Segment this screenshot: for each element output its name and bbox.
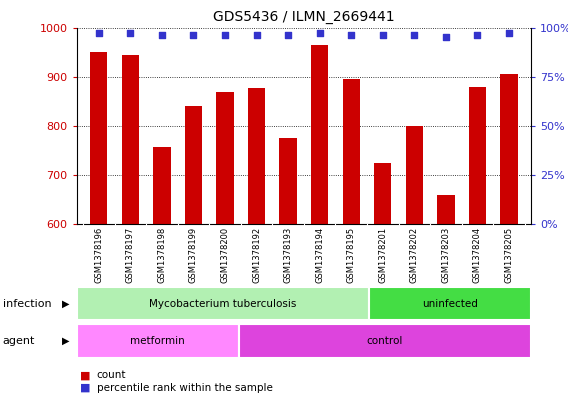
Text: ▶: ▶: [61, 299, 69, 309]
Title: GDS5436 / ILMN_2669441: GDS5436 / ILMN_2669441: [213, 10, 395, 24]
Point: [473, 32, 482, 39]
Bar: [311, 45, 328, 224]
Bar: [500, 74, 517, 224]
Text: GSM1378205: GSM1378205: [504, 227, 513, 283]
Text: count: count: [97, 370, 126, 380]
Bar: [248, 88, 265, 224]
Text: GSM1378195: GSM1378195: [346, 227, 356, 283]
Text: ■: ■: [80, 370, 90, 380]
Text: GSM1378193: GSM1378193: [283, 227, 293, 283]
Bar: [279, 138, 297, 224]
Bar: [469, 87, 486, 224]
Point: [441, 34, 450, 40]
Bar: [77, 287, 369, 320]
Text: agent: agent: [3, 336, 35, 346]
Point: [189, 32, 198, 39]
Point: [504, 30, 513, 37]
Bar: [406, 126, 423, 224]
Text: GSM1378198: GSM1378198: [157, 227, 166, 283]
Point: [410, 32, 419, 39]
Text: metformin: metformin: [131, 336, 185, 346]
Text: Mycobacterium tuberculosis: Mycobacterium tuberculosis: [149, 299, 296, 309]
Point: [378, 32, 387, 39]
Point: [315, 30, 324, 37]
Bar: [122, 55, 139, 224]
Text: uninfected: uninfected: [422, 299, 478, 309]
Text: GSM1378196: GSM1378196: [94, 227, 103, 283]
Text: ■: ■: [80, 383, 90, 393]
Text: percentile rank within the sample: percentile rank within the sample: [97, 383, 273, 393]
Text: GSM1378201: GSM1378201: [378, 227, 387, 283]
Text: GSM1378199: GSM1378199: [189, 227, 198, 283]
Point: [157, 32, 166, 39]
Bar: [153, 147, 170, 224]
Text: GSM1378194: GSM1378194: [315, 227, 324, 283]
Bar: [90, 52, 107, 224]
Bar: [369, 287, 531, 320]
Text: GSM1378202: GSM1378202: [410, 227, 419, 283]
Bar: [343, 79, 360, 224]
Text: GSM1378200: GSM1378200: [220, 227, 229, 283]
Bar: [216, 92, 233, 224]
Bar: [239, 324, 531, 358]
Text: GSM1378203: GSM1378203: [441, 227, 450, 283]
Text: GSM1378192: GSM1378192: [252, 227, 261, 283]
Bar: [374, 163, 391, 224]
Text: GSM1378204: GSM1378204: [473, 227, 482, 283]
Text: GSM1378197: GSM1378197: [126, 227, 135, 283]
Text: infection: infection: [3, 299, 52, 309]
Bar: [185, 106, 202, 224]
Text: ▶: ▶: [61, 336, 69, 346]
Bar: [437, 195, 454, 224]
Text: control: control: [367, 336, 403, 346]
Point: [346, 32, 356, 39]
Point: [94, 30, 103, 37]
Point: [126, 30, 135, 37]
Bar: [77, 324, 239, 358]
Point: [252, 32, 261, 39]
Point: [220, 32, 229, 39]
Point: [283, 32, 293, 39]
